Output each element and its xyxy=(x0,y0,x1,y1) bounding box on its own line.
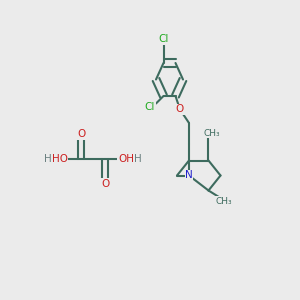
Text: OH: OH xyxy=(118,154,134,164)
Text: Cl: Cl xyxy=(145,101,155,112)
Text: H: H xyxy=(134,154,142,164)
Text: CH₃: CH₃ xyxy=(203,129,220,138)
Text: O: O xyxy=(176,104,184,115)
Text: O: O xyxy=(101,179,109,189)
Text: N: N xyxy=(185,170,193,181)
Text: O: O xyxy=(77,129,85,139)
Text: CH₃: CH₃ xyxy=(215,196,232,206)
Text: HO: HO xyxy=(52,154,68,164)
Text: H: H xyxy=(44,154,51,164)
Text: Cl: Cl xyxy=(158,34,169,44)
